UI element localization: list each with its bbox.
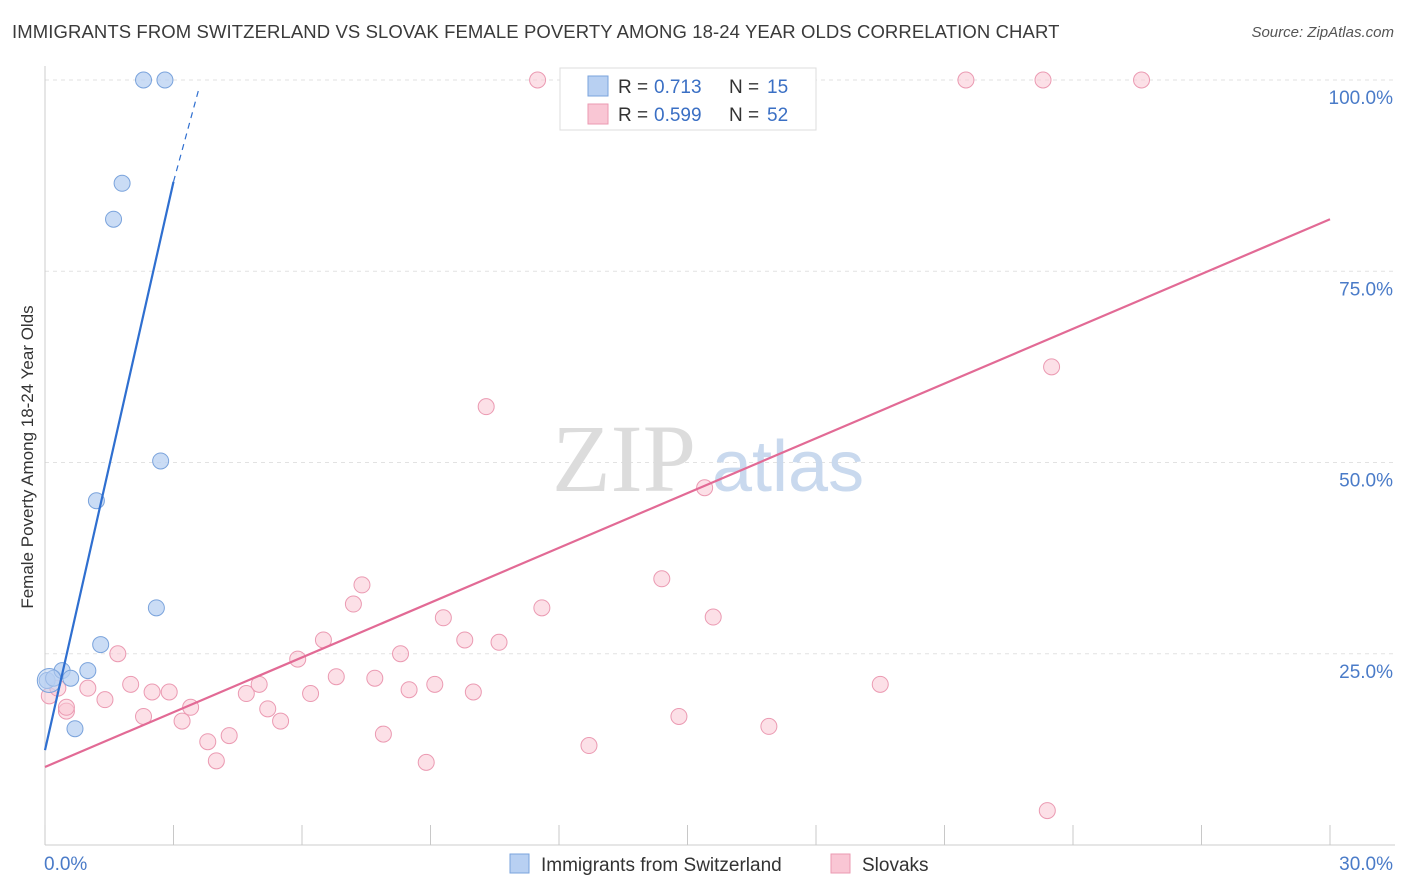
data-point-switzerland	[113, 174, 131, 192]
data-point-switzerland	[105, 210, 123, 228]
y-tick-label: 25.0%	[1339, 662, 1393, 683]
x-tick-label: 30.0%	[1339, 854, 1393, 875]
data-point-switzerland	[36, 668, 62, 694]
data-point-slovaks	[220, 727, 238, 745]
data-point-slovaks	[1043, 358, 1061, 376]
data-point-switzerland	[152, 452, 170, 470]
data-point-switzerland	[62, 669, 80, 687]
bottom-legend-label-slovaks: Slovaks	[862, 855, 929, 876]
y-axis-label: Female Poverty Among 18-24 Year Olds	[18, 305, 37, 608]
data-point-slovaks	[327, 668, 345, 686]
legend-n-value-2: 52	[767, 105, 788, 126]
data-point-slovaks	[1038, 802, 1056, 820]
data-point-slovaks	[143, 683, 161, 701]
data-point-slovaks	[426, 675, 444, 693]
data-point-slovaks	[1034, 71, 1052, 89]
data-point-slovaks	[957, 71, 975, 89]
data-point-slovaks	[122, 675, 140, 693]
legend-n-label-2: N =	[729, 105, 759, 126]
trend-line-slovaks	[44, 218, 1331, 768]
data-point-slovaks	[259, 700, 277, 718]
legend-r-label-2: R =	[618, 105, 648, 126]
data-point-slovaks	[653, 570, 671, 588]
legend-top: R = 0.713 N = 15 R = 0.599 N = 52	[559, 67, 817, 131]
legend-bottom: Immigrants from Switzerland Slovaks	[509, 853, 929, 876]
data-point-slovaks	[353, 576, 371, 594]
data-point-switzerland	[147, 599, 165, 617]
data-point-slovaks	[79, 679, 97, 697]
data-point-switzerland	[135, 71, 153, 89]
legend-r-label-1: R =	[618, 77, 648, 98]
data-point-slovaks	[529, 71, 547, 89]
data-point-switzerland	[156, 71, 174, 89]
data-point-switzerland	[66, 720, 84, 738]
data-point-slovaks	[704, 608, 722, 626]
data-point-slovaks	[173, 712, 191, 730]
watermark-zip: ZIP	[552, 405, 696, 512]
x-tick-labels: 0.0% 30.0%	[44, 854, 1393, 875]
data-point-slovaks	[302, 685, 320, 703]
data-point-slovaks	[760, 717, 778, 735]
bottom-legend-swatch-pink	[830, 853, 851, 874]
y-tick-label: 50.0%	[1339, 471, 1393, 492]
data-point-slovaks	[160, 683, 178, 701]
trend-line-switzerland	[43, 181, 175, 751]
data-point-slovaks	[871, 675, 889, 693]
legend-n-label-1: N =	[729, 77, 759, 98]
data-point-slovaks	[464, 683, 482, 701]
trend-lines	[43, 87, 1331, 768]
switzerland-points	[36, 71, 174, 738]
data-point-slovaks	[344, 595, 362, 613]
source-credit: Source: ZipAtlas.com	[1251, 24, 1394, 41]
trend-line-switzerland-extension	[172, 87, 200, 182]
x-tick-label: 0.0%	[44, 854, 87, 875]
data-point-slovaks	[207, 752, 225, 770]
data-point-slovaks	[434, 609, 452, 627]
gridlines	[45, 79, 1395, 655]
data-point-slovaks	[57, 698, 75, 716]
data-point-slovaks	[580, 737, 598, 755]
data-point-slovaks	[199, 733, 217, 751]
y-tick-label: 75.0%	[1339, 279, 1393, 300]
data-point-slovaks	[400, 681, 418, 699]
legend-n-value-1: 15	[767, 77, 788, 98]
legend-swatch-pink	[587, 103, 609, 125]
data-point-slovaks	[533, 599, 551, 617]
data-point-slovaks	[670, 707, 688, 725]
data-point-slovaks	[237, 685, 255, 703]
data-point-slovaks	[392, 645, 410, 663]
data-point-slovaks	[417, 753, 435, 771]
data-point-slovaks	[374, 725, 392, 743]
data-point-slovaks	[1133, 71, 1151, 89]
data-point-slovaks	[109, 645, 127, 663]
y-tick-labels: 25.0% 50.0% 75.0% 100.0%	[1329, 88, 1394, 683]
data-point-slovaks	[96, 691, 114, 709]
watermark-atlas: atlas	[712, 427, 864, 507]
axes	[44, 66, 1395, 846]
chart-title: IMMIGRANTS FROM SWITZERLAND VS SLOVAK FE…	[12, 21, 1060, 42]
legend-swatch-blue	[587, 75, 609, 97]
data-point-switzerland	[92, 636, 110, 654]
data-point-slovaks	[456, 631, 474, 649]
data-point-switzerland	[79, 662, 97, 680]
data-point-slovaks	[477, 398, 495, 416]
data-point-slovaks	[366, 669, 384, 687]
bottom-legend-swatch-blue	[509, 853, 530, 874]
y-tick-label: 100.0%	[1329, 88, 1394, 109]
bottom-legend-label-switzerland: Immigrants from Switzerland	[541, 855, 782, 876]
legend-r-value-2: 0.599	[654, 105, 702, 126]
legend-r-value-1: 0.713	[654, 77, 702, 98]
data-point-slovaks	[490, 633, 508, 651]
data-point-slovaks	[272, 712, 290, 730]
